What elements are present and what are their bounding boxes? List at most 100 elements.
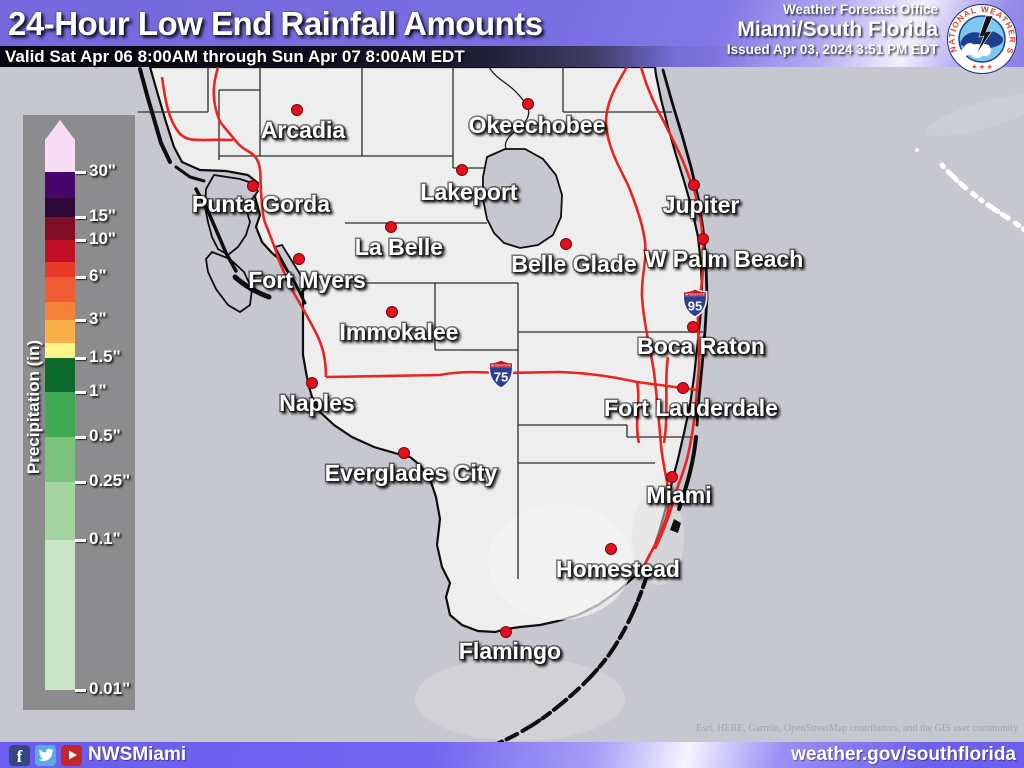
city-marker: Naples [278, 377, 356, 418]
precipitation-legend: Precipitation (in) 30" 15" 10" 6" 3" 1.5" 1" 0.… [23, 115, 135, 710]
legend-tick [75, 276, 86, 279]
legend-color-segment [45, 320, 75, 343]
interstate-caption: INTERSTATE [491, 363, 511, 367]
city-marker: Flamingo [457, 626, 563, 666]
highway-alligator-alley [325, 370, 698, 392]
legend-tick-label: 30" [89, 161, 116, 180]
bahama-islet [915, 148, 919, 152]
key-biscayne [670, 519, 681, 533]
city-marker: Okeechobee [467, 98, 607, 140]
twitter-icon [35, 744, 56, 766]
estero-island [278, 257, 307, 305]
legend-tick [75, 539, 86, 542]
footer-bar: f NWSMiami weather.gov/southflorida [0, 742, 1024, 768]
miami-beach-barrier [677, 435, 698, 511]
valid-time-text: Valid Sat Apr 06 8:00AM through Sun Apr … [5, 47, 465, 66]
everglades-patch [488, 504, 632, 620]
legend-color-segment [45, 437, 75, 482]
city-dot [247, 180, 259, 192]
city-label: Arcadia [261, 117, 346, 143]
city-label: Lakeport [420, 179, 517, 205]
city-dot [697, 233, 709, 245]
legend-tick [75, 481, 86, 484]
city-dot [560, 238, 572, 250]
highway-turnpike [604, 67, 671, 565]
lake-okeechobee [482, 148, 563, 249]
city-dot [522, 98, 534, 110]
highway-i75-west [212, 67, 328, 378]
legend-color-segment [45, 302, 75, 320]
city-marker: Fort Myers [247, 253, 367, 295]
city-marker: Miami [645, 471, 713, 510]
legend-axis-label: Precipitation (in) [24, 340, 43, 475]
footer-url: weather.gov/southflorida [791, 744, 1016, 765]
city-marker: Boca Raton [636, 321, 766, 361]
florida-bay-shallows [415, 657, 625, 741]
legend-tick [75, 239, 86, 242]
nws-logo-stars: ★ ★ ★ [971, 63, 992, 71]
legend-tick-label: 0.25" [89, 471, 131, 490]
county-borders [138, 67, 703, 579]
city-marker: Fort Lauderdale [603, 382, 779, 423]
florida-map: INTERSTATE 75 INTERSTATE 95 Arcadia Okeec… [138, 67, 1024, 742]
legend-color-segment [45, 172, 75, 198]
cloud-wisp [925, 93, 1024, 137]
bahama-islands [939, 162, 1024, 233]
city-dot [500, 626, 512, 638]
legend-color-segment [45, 198, 75, 217]
legend-color-segment [45, 277, 75, 302]
city-marker: Arcadia [259, 104, 347, 145]
legend-tick [75, 436, 86, 439]
highway-i595-branch [662, 356, 670, 444]
city-dot [398, 447, 410, 459]
city-label: La Belle [355, 234, 443, 260]
city-label: Punta Gorda [192, 191, 330, 217]
sarasota-barrier-islands [138, 67, 172, 164]
legend-tick-label: 6" [89, 266, 107, 285]
page-title: 24-Hour Low End Rainfall Amounts [8, 5, 543, 42]
city-dot [605, 543, 617, 555]
valid-time-bar: Valid Sat Apr 06 8:00AM through Sun Apr … [0, 46, 1024, 67]
interstate-caption: INTERSTATE [685, 292, 705, 296]
harbor-mouth-islands [174, 165, 206, 183]
city-dot [306, 377, 318, 389]
legend-tick-label: 0.1" [89, 529, 121, 548]
city-dot [386, 306, 398, 318]
youtube-icon [61, 744, 82, 766]
interstate-number: 95 [688, 299, 702, 314]
legend-tick-label: 0.5" [89, 426, 121, 445]
office-line2: Miami/South Florida [737, 18, 938, 41]
city-label: Boca Raton [637, 333, 765, 359]
legend-color-segment [45, 217, 75, 240]
city-label: Everglades City [325, 460, 498, 486]
nws-logo-lightning-bolt [975, 15, 994, 56]
city-dot [688, 179, 700, 191]
legend-arrow [45, 120, 75, 140]
nws-logo-icon: NATIONAL WEATHER SERVICE ★ ★ ★ [946, 3, 1017, 74]
city-label: W Palm Beach [645, 246, 804, 272]
city-dot [385, 221, 397, 233]
social-handle: NWSMiami [88, 744, 187, 765]
city-marker: Everglades City [323, 447, 499, 488]
legend-tick [75, 319, 86, 322]
office-block: Weather Forecast Office Miami/South Flor… [727, 2, 938, 59]
florida-keys [496, 570, 650, 742]
city-label: Naples [279, 390, 354, 416]
legend-tick-label: 10" [89, 229, 116, 248]
legend-tick [75, 689, 86, 692]
legend-color-segment [45, 140, 75, 172]
pine-island-sound [205, 250, 253, 314]
city-marker: La Belle [353, 221, 445, 262]
city-label: Homestead [556, 556, 680, 582]
highway-us41 [160, 76, 234, 142]
legend-color-segment [45, 240, 75, 262]
legend-tick [75, 216, 86, 219]
legend-color-segment [45, 358, 75, 392]
issued-line: Issued Apr 03, 2024 3:51 PM EDT [726, 42, 938, 57]
city-label: Jupiter [663, 192, 740, 218]
interstate-95-shield: INTERSTATE 95 [682, 288, 708, 318]
city-label: Belle Glade [511, 251, 636, 277]
city-marker: Homestead [555, 543, 681, 584]
legend-tick-label: 3" [89, 309, 107, 328]
